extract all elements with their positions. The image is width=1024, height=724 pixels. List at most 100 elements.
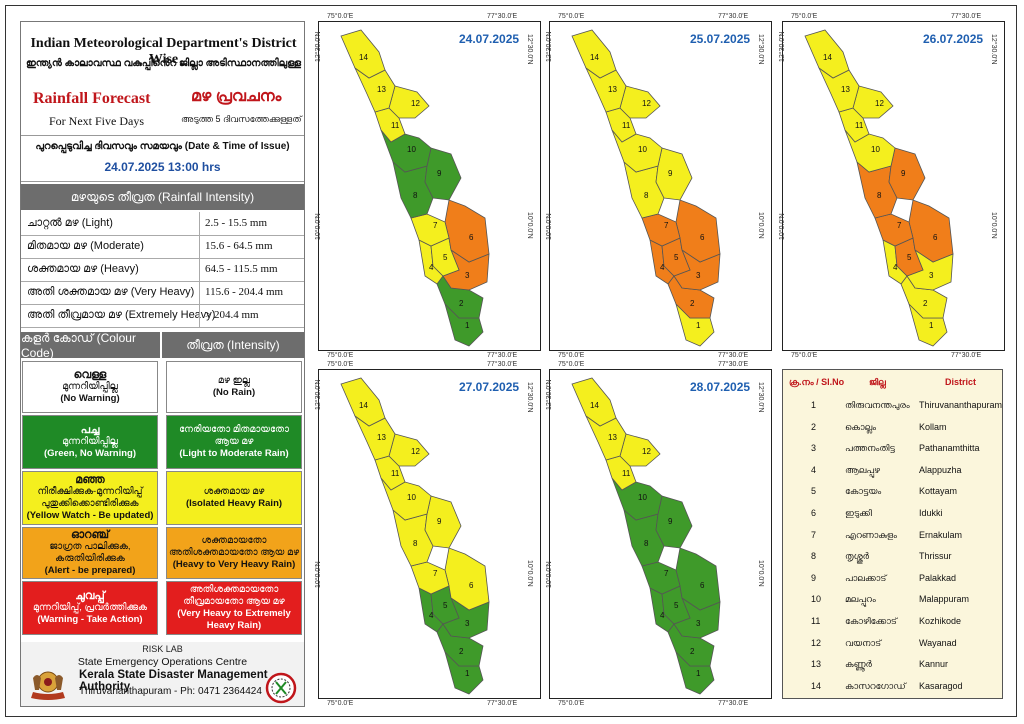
coord-top-right: 77°30.0'E (487, 13, 518, 20)
forecast-map-panel: 1 2 3 4 5 6 7 8 9 10 11 12 13 14 27.07.2025 75°0.0'E 77°… (315, 361, 541, 707)
colour-name: വെള്ള (73, 369, 107, 381)
coord-bottom-left: 75°0.0'E (327, 700, 354, 707)
coord-lat-mid: 10°0.0'N (315, 213, 322, 240)
intensity-cell: മഴ ഇല്ല (No Rain) (166, 361, 302, 413)
coord-top-right: 77°30.0'E (718, 13, 749, 20)
district-number-label: 7 (664, 221, 669, 230)
legend-col-ml: ജില്ല (869, 377, 886, 387)
district-14 (340, 29, 386, 79)
legend-name-en: Kottayam (919, 486, 958, 497)
district-12 (388, 85, 430, 119)
colour-meaning-en: (Green, No Warning) (43, 448, 136, 459)
legend-name-en: Thiruvananthapuram (919, 400, 1003, 410)
intensity-desc-en: (Very Heavy to Extremely Heavy Rain) (177, 608, 291, 631)
legend-col-en: District (945, 377, 977, 387)
intensity-range: 115.6 - 204.4 mm (205, 286, 284, 298)
row-divider (199, 212, 200, 235)
district-6 (444, 547, 490, 611)
legend-row: 13 കണ്ണൂർ Kannur (783, 655, 1004, 677)
kerala-emblem-icon (31, 671, 65, 700)
footer: RISK LAB State Emergency Operations Cent… (21, 642, 304, 706)
district-number-label: 7 (433, 221, 438, 230)
district-number-label: 7 (433, 569, 438, 578)
intensity-row: ചാറ്റൽ മഴ (Light) 2.5 - 15.5 mm (21, 212, 304, 236)
ksdma-logo-icon (265, 672, 297, 704)
district-number-label: 6 (933, 233, 938, 242)
intensity-cell: അതിശക്തമായതോ തീവ്രമായതോ ആയ മഴ (Very Heavy… (166, 581, 302, 635)
issue-label: പുറപ്പെടുവിച്ച ദിവസവും സമയവും (Date & Ti… (35, 141, 290, 152)
info-panel: Indian Meteorological Department's Distr… (20, 21, 305, 707)
district-number-label: 8 (413, 191, 418, 200)
legend-row: 7 എറണാകുളം Ernakulam (783, 526, 1004, 548)
colour-code-cell: വെള്ള മുന്നറിയിപ്പില്ല (No Warning) (22, 361, 158, 413)
footer-centre: State Emergency Operations Centre (77, 656, 248, 668)
district-number-label: 14 (590, 53, 599, 62)
coord-bottom-right: 77°30.0'E (487, 352, 518, 359)
district-6 (444, 199, 490, 263)
legend-no: 7 (811, 529, 817, 540)
district-number-label: 4 (893, 263, 898, 272)
legend-row: 14 കാസറഗോഡ് Kasaragod (783, 677, 1004, 699)
forecast-map-panel: 1 2 3 4 5 6 7 8 9 10 11 12 13 14 26.07.2025 75°0.0'E 77°… (779, 13, 1005, 359)
district-number-label: 13 (608, 433, 617, 442)
district-number-label: 10 (407, 145, 416, 154)
district-number-label: 14 (359, 53, 368, 62)
legend-no: 11 (811, 616, 821, 626)
coord-top-left: 75°0.0'E (558, 361, 585, 368)
intensity-col-title: തീവ്രത (Intensity) (162, 332, 304, 358)
district-number-label: 3 (465, 619, 470, 628)
legend-no: 14 (811, 680, 822, 691)
legend-row: 2 കൊല്ലം Kollam (783, 418, 1004, 440)
intensity-label: അതി ശക്തമായ മഴ (Very Heavy) (27, 286, 195, 298)
district-number-label: 6 (700, 581, 705, 590)
coord-lat-top: 12°30.0'N (779, 31, 786, 62)
legend-no: 10 (811, 594, 822, 605)
district-number-label: 1 (929, 321, 934, 330)
map-date: 27.07.2025 (459, 380, 520, 394)
district-number-label: 10 (407, 493, 416, 502)
colour-meaning-ml: നിരീക്ഷിക്കുക-മുന്നറിയിപ്പ് പുതുക്കിക്കൊ… (37, 486, 143, 509)
colour-meaning-ml: മുന്നറിയിപ്പില്ല (62, 436, 118, 447)
district-number-label: 10 (638, 493, 647, 502)
legend-name-en: Ernakulam (919, 529, 963, 540)
district-14 (804, 29, 850, 79)
map-date: 26.07.2025 (923, 32, 984, 46)
coord-lat-top: 12°30.0'N (315, 379, 322, 410)
district-number-label: 4 (660, 263, 665, 272)
district-number-label: 2 (459, 299, 464, 308)
coord-lat-top-right: 12°30.0'N (526, 382, 533, 413)
intensity-row: ശക്തമായ മഴ (Heavy) 64.5 - 115.5 mm (21, 258, 304, 282)
district-6 (675, 547, 721, 611)
coord-top-right: 77°30.0'E (718, 361, 749, 368)
footer-authority: Kerala State Disaster Management Authori… (79, 669, 268, 693)
colour-meaning-en: (Warning - Take Action) (37, 614, 143, 625)
legend-name-en: Idukki (919, 508, 943, 518)
legend-name-en: Kasaragod (919, 680, 963, 691)
intensity-desc-en: (No Rain) (212, 387, 256, 398)
intensity-range: 15.6 - 64.5 mm (205, 240, 273, 252)
header-title-en: Indian Meteorological Department's Distr… (30, 36, 297, 67)
colour-meaning-ml: മുന്നറിയിപ്പില്ല (62, 381, 118, 392)
intensity-desc-en: (Isolated Heavy Rain) (185, 498, 283, 509)
coord-top-right: 77°30.0'E (951, 13, 982, 20)
legend-name-ml: ആലപ്പുഴ (845, 464, 880, 475)
legend-name-en: Wayanad (919, 637, 957, 648)
legend-name-ml: പത്തനംതിട്ട (845, 443, 895, 454)
forecast-map-panel: 1 2 3 4 5 6 7 8 9 10 11 12 13 14 25.07.2025 75°0.0'E 77°… (546, 13, 772, 359)
legend-row: 12 വയനാട് Wayanad (783, 634, 1004, 656)
district-number-label: 9 (668, 169, 673, 178)
forecast-title-ml: മഴ പ്രവചനം (191, 88, 282, 105)
district-number-label: 13 (377, 433, 386, 442)
legend-no: 3 (811, 443, 817, 454)
district-number-label: 4 (429, 611, 434, 620)
coord-lat-top-right: 12°30.0'N (526, 34, 533, 65)
district-number-label: 2 (459, 647, 464, 656)
coord-lat-top: 12°30.0'N (546, 379, 553, 410)
district-number-label: 11 (622, 121, 631, 130)
colour-code-title: കളർ കോഡ് (Colour Code) (21, 331, 160, 360)
intensity-label: ശക്തമായ മഴ (Heavy) (27, 263, 139, 275)
district-number-label: 12 (411, 447, 420, 456)
district-12 (619, 433, 661, 467)
page-frame (5, 5, 1017, 717)
